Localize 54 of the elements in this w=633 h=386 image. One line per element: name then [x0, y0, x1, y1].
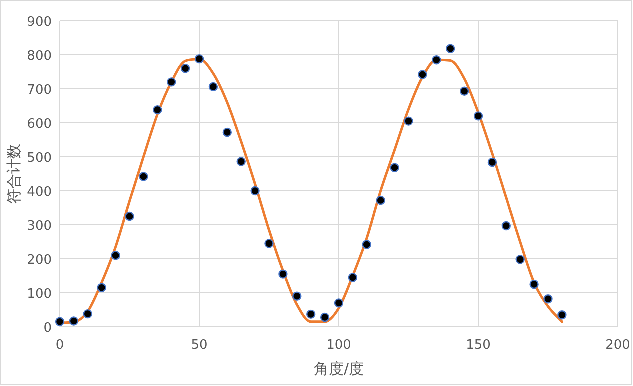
point: [334, 298, 344, 308]
point: [208, 82, 218, 92]
point: [502, 221, 511, 231]
point: [264, 239, 274, 248]
point: [194, 54, 204, 64]
point: [362, 240, 372, 250]
y-tick-label: 600: [27, 117, 52, 132]
x-tick-label: 200: [606, 338, 630, 353]
point: [55, 317, 65, 326]
y-tick-label: 300: [27, 219, 52, 234]
y-tick-label: 0: [44, 321, 52, 336]
point: [278, 270, 288, 279]
point: [139, 172, 148, 182]
point: [516, 255, 525, 264]
point: [97, 283, 106, 292]
x-tick-label: 50: [191, 338, 208, 353]
point: [292, 292, 302, 301]
point: [348, 273, 358, 282]
point: [432, 56, 442, 65]
point: [83, 309, 92, 319]
point: [460, 86, 470, 96]
point: [488, 158, 498, 168]
point: [446, 44, 456, 54]
point: [180, 64, 190, 74]
y-tick-label: 900: [27, 15, 52, 30]
x-tick-label: 100: [326, 338, 352, 353]
point: [306, 310, 316, 320]
y-tick-label: 800: [27, 49, 52, 64]
point: [222, 128, 232, 138]
point: [111, 251, 120, 260]
point: [153, 105, 162, 115]
point: [474, 112, 484, 121]
y-tick-label: 700: [27, 83, 52, 98]
point: [544, 294, 553, 304]
x-axis-title: 角度/度: [314, 360, 364, 378]
point: [69, 316, 79, 326]
point: [558, 310, 567, 320]
point: [390, 163, 400, 172]
point: [530, 280, 539, 290]
point: [236, 157, 246, 166]
point: [167, 78, 176, 87]
y-tick-label: 100: [27, 287, 52, 302]
point: [404, 116, 414, 126]
x-tick-label: 0: [56, 338, 64, 353]
point: [418, 70, 428, 80]
point: [125, 212, 134, 222]
y-axis-title: 符合计数: [5, 144, 23, 204]
point: [376, 196, 386, 206]
y-tick-label: 200: [27, 253, 52, 268]
y-tick-label: 400: [27, 185, 52, 200]
point: [320, 312, 330, 322]
x-tick-label: 150: [466, 338, 491, 353]
point: [250, 186, 260, 196]
y-tick-label: 500: [27, 151, 52, 166]
